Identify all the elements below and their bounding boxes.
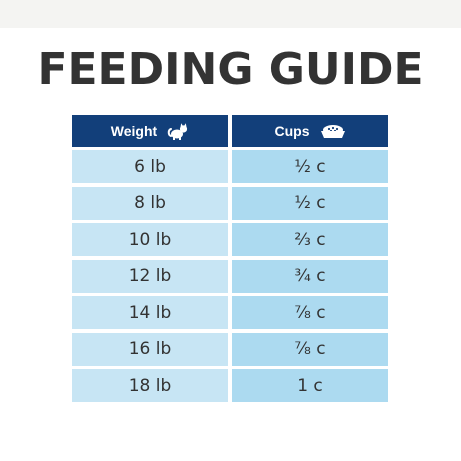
cups-cell: ½ c bbox=[232, 186, 388, 220]
food-bowl-icon bbox=[320, 122, 346, 140]
cups-cell: ⅞ c bbox=[232, 296, 388, 329]
table-row: 6 lb ½ c bbox=[72, 150, 388, 183]
weight-cell: 10 lb bbox=[72, 223, 228, 256]
cups-cell: ¾ c bbox=[232, 259, 388, 293]
cups-cell: ½ c bbox=[232, 150, 388, 183]
cat-icon bbox=[167, 122, 189, 140]
cups-cell: ⅔ c bbox=[232, 223, 388, 256]
table-row: 8 lb ½ c bbox=[72, 186, 388, 220]
top-band bbox=[0, 0, 461, 28]
feeding-table: Weight Cups bbox=[72, 115, 388, 406]
table-row: 10 lb ⅔ c bbox=[72, 223, 388, 256]
cups-cell: 1 c bbox=[232, 369, 388, 402]
page-title: FEEDING GUIDE bbox=[37, 44, 424, 95]
table-row: 18 lb 1 c bbox=[72, 369, 388, 402]
weight-cell: 14 lb bbox=[72, 296, 228, 329]
table-header: Weight Cups bbox=[72, 115, 388, 147]
header-cups-label: Cups bbox=[274, 123, 310, 139]
header-cups: Cups bbox=[232, 115, 388, 147]
weight-cell: 16 lb bbox=[72, 332, 228, 366]
header-weight: Weight bbox=[72, 115, 228, 147]
weight-cell: 12 lb bbox=[72, 259, 228, 293]
weight-cell: 8 lb bbox=[72, 186, 228, 220]
table-row: 12 lb ¾ c bbox=[72, 259, 388, 293]
weight-cell: 6 lb bbox=[72, 150, 228, 183]
header-weight-label: Weight bbox=[110, 123, 158, 139]
weight-cell: 18 lb bbox=[72, 369, 228, 402]
table-row: 14 lb ⅞ c bbox=[72, 296, 388, 329]
cups-cell: ⅞ c bbox=[232, 332, 388, 366]
table-row: 16 lb ⅞ c bbox=[72, 332, 388, 366]
